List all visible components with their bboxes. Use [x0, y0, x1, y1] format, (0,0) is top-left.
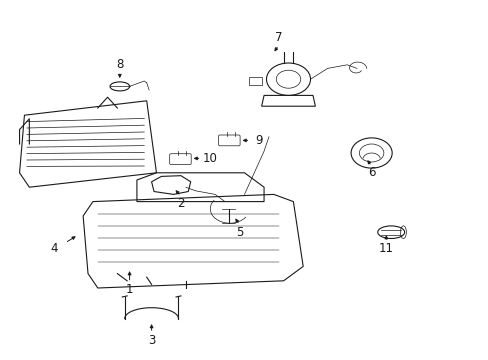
- Text: 7: 7: [274, 31, 282, 44]
- Text: 2: 2: [177, 197, 184, 210]
- Text: 9: 9: [255, 134, 263, 147]
- Text: 1: 1: [125, 283, 133, 296]
- Text: 4: 4: [50, 242, 58, 255]
- Text: 5: 5: [235, 226, 243, 239]
- Text: 8: 8: [116, 58, 123, 71]
- Text: 6: 6: [367, 166, 375, 179]
- Text: 10: 10: [203, 152, 217, 165]
- Text: 11: 11: [378, 242, 393, 255]
- Text: 3: 3: [147, 334, 155, 347]
